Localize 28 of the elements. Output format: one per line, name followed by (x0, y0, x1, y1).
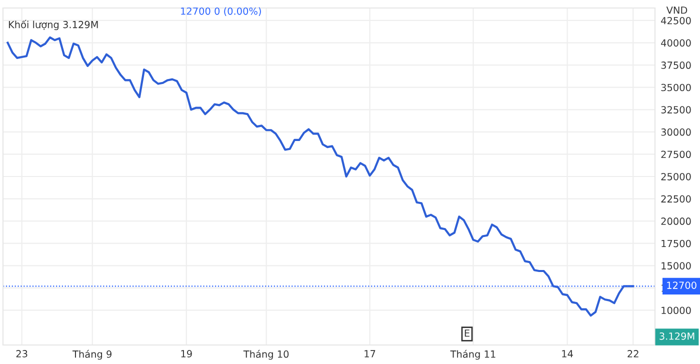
x-tick-label: 17 (364, 350, 376, 358)
x-tick-label: 14 (562, 350, 573, 358)
y-tick-label: 40000 (661, 39, 691, 47)
y-tick-label: 35000 (661, 84, 691, 92)
x-tick-label: 22 (628, 350, 638, 358)
y-tick-label: 32500 (661, 106, 691, 114)
ref-line-label: 12700 (667, 282, 696, 289)
text: 3.129M (660, 332, 694, 340)
x-tick-label: Tháng 10 (243, 350, 289, 360)
annotation: 12700 0 (0.00%) (181, 7, 261, 16)
x-tick-label: Tháng 11 (450, 350, 496, 360)
y-tick-label: 15000 (662, 262, 691, 270)
y-tick-label: 30000 (661, 128, 691, 136)
annotation: E (464, 330, 470, 337)
y-tick-label: 17500 (662, 240, 691, 248)
annotation: Khối lượng 3.129M (8, 20, 98, 30)
y-tick-label: 25000 (661, 172, 691, 180)
y-tick-label: 37500 (661, 62, 691, 69)
x-tick-label: 23 (16, 350, 28, 358)
x-tick-label: Tháng 9 (72, 350, 112, 360)
y-tick-label: 42500 (661, 16, 691, 24)
y-axis-title: VND (666, 6, 688, 14)
y-tick-label: 27500 (661, 150, 691, 158)
x-tick-label: 19 (181, 350, 192, 358)
y-tick-label: 20000 (661, 218, 691, 225)
y-tick-label: 22500 (661, 195, 691, 203)
y-tick-label: 10000 (662, 306, 691, 314)
line-series (6, 36, 634, 317)
